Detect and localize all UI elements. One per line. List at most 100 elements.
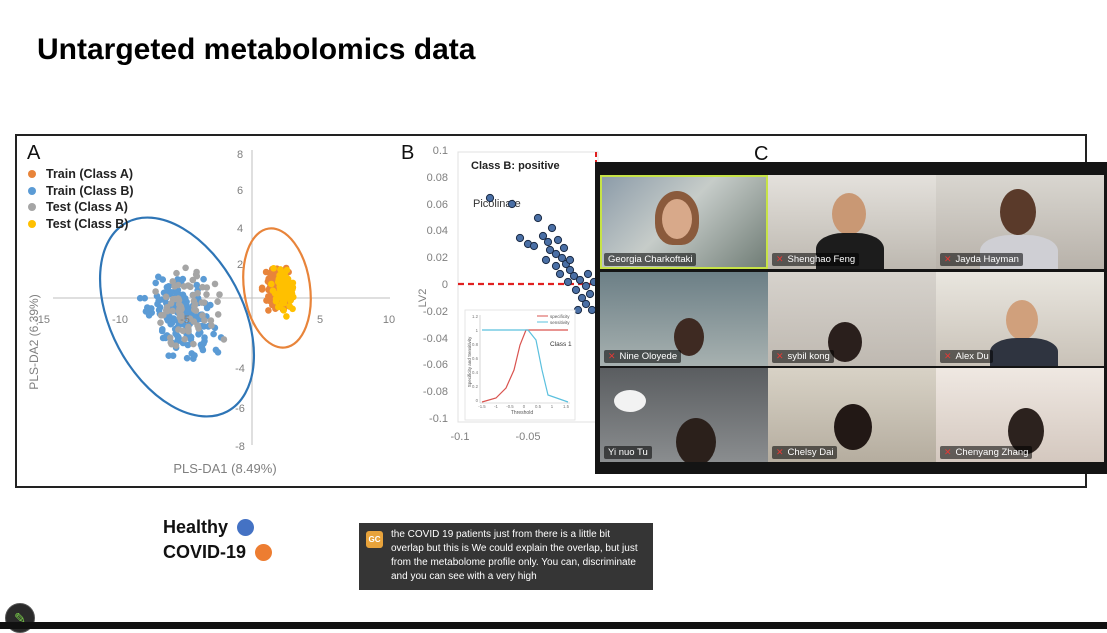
live-caption: GC the COVID 19 patients just from there… xyxy=(359,523,653,590)
scatter-point xyxy=(179,291,187,299)
y-tick-label: 4 xyxy=(237,223,243,235)
participant-name: Shenghao Feng xyxy=(787,254,856,265)
scatter-point xyxy=(211,280,219,288)
mic-off-icon: ✕ xyxy=(944,351,952,361)
y-tick-label: 0.08 xyxy=(427,172,448,184)
inset-x-tick: 0 xyxy=(523,404,526,409)
scatter-point xyxy=(171,283,178,290)
scatter-point xyxy=(214,298,221,305)
scatter-point xyxy=(152,279,159,287)
healthy-dot xyxy=(237,519,255,536)
legend-item: COVID-19 xyxy=(163,540,273,565)
participant-tile[interactable]: Yi nuo Tu xyxy=(600,368,768,462)
inset-x-tick: 0.5 xyxy=(535,404,542,409)
scatter-point xyxy=(289,305,296,313)
legend-label: Test (Class B) xyxy=(46,216,129,231)
y-tick-label: 8 xyxy=(237,149,243,161)
scatter-point xyxy=(155,297,162,304)
scatter-point xyxy=(289,279,297,287)
scatter-point xyxy=(283,313,290,320)
scatter-point xyxy=(189,276,197,284)
loading-point xyxy=(515,233,525,243)
scatter-point xyxy=(166,334,174,342)
scatter-point xyxy=(192,307,200,314)
loading-point xyxy=(547,223,557,233)
loading-point xyxy=(581,281,591,291)
pls-da-scatter-plot: -15 -10 -5 5 10 8 6 4 2 -4 -6 -8 PLS-DA1… xyxy=(27,149,395,476)
covid-confidence-ellipse xyxy=(242,227,312,349)
scatter-point xyxy=(216,291,223,298)
participant-name: sybil kong xyxy=(787,351,830,362)
scatter-point xyxy=(210,330,217,338)
loading-point xyxy=(575,275,585,285)
scatter-point xyxy=(160,311,167,319)
video-face xyxy=(834,404,872,450)
threshold-inset-chart: specificity sensitivity Class 1 Threshol… xyxy=(464,309,576,421)
inset-x-tick: -1 xyxy=(494,404,498,409)
scatter-point xyxy=(191,301,199,308)
video-face xyxy=(1006,300,1038,340)
scatter-point xyxy=(177,317,185,324)
sensitivity-curve xyxy=(482,329,569,403)
mic-off-icon: ✕ xyxy=(944,447,952,457)
scatter-points xyxy=(136,264,297,362)
participant-tile[interactable]: ✕ Chenyang Zhang xyxy=(936,368,1104,462)
scatter-point xyxy=(167,289,175,296)
scatter-point xyxy=(136,294,144,302)
loading-point xyxy=(543,237,553,247)
x-tick-label: -0.05 xyxy=(515,431,540,443)
participant-name-tag: ✕ Alex Du xyxy=(940,350,993,363)
loading-point xyxy=(565,265,575,275)
inset-y-tick: 0 xyxy=(476,398,479,403)
x-tick-label: -0.1 xyxy=(451,431,470,443)
caption-text: the COVID 19 patients just from there is… xyxy=(391,529,638,582)
participant-tile[interactable]: ✕ sybil kong xyxy=(768,272,936,366)
picolinate-annotation: Picolinate xyxy=(473,198,521,210)
x-tick-label: -10 xyxy=(112,314,128,326)
scatter-point xyxy=(162,293,170,301)
loading-point xyxy=(571,285,581,295)
y-tick-label: 0.02 xyxy=(427,252,448,264)
scatter-point xyxy=(280,300,288,307)
participant-name: Georgia Charkoftaki xyxy=(608,254,693,265)
scatter-point xyxy=(203,291,210,298)
scatter-point xyxy=(199,283,206,291)
participant-name-tag: Georgia Charkoftaki xyxy=(604,253,697,266)
scatter-point xyxy=(187,333,195,341)
x-tick-label: -5 xyxy=(180,314,190,326)
scatter-point xyxy=(162,307,170,314)
scatter-point xyxy=(185,323,192,331)
panel-a-label: A xyxy=(27,142,41,164)
participant-tile[interactable]: Georgia Charkoftaki xyxy=(600,175,768,269)
covid-dot xyxy=(255,544,273,561)
scatter-point xyxy=(268,280,275,288)
scatter-point xyxy=(258,286,266,293)
scatter-point xyxy=(195,331,202,338)
participant-name-tag: ✕ sybil kong xyxy=(772,350,834,363)
participant-name: Yi nuo Tu xyxy=(608,447,648,458)
inset-y-tick: 0.6 xyxy=(472,356,479,361)
class-label: Class B: positive xyxy=(471,160,560,172)
participant-name: Nine Oloyede xyxy=(619,351,678,362)
scatter-point xyxy=(266,269,274,277)
loading-points xyxy=(485,193,599,315)
scatter-point xyxy=(169,307,176,315)
participant-tile[interactable]: ✕ Alex Du xyxy=(936,272,1104,366)
scatter-point xyxy=(193,281,201,289)
participant-name-tag: ✕ Chenyang Zhang xyxy=(940,446,1033,459)
scatter-point xyxy=(212,346,220,354)
inset-legend-label: sensitivity xyxy=(550,320,570,325)
legend-label: Test (Class A) xyxy=(46,200,128,214)
loading-point xyxy=(569,271,579,281)
participant-tile[interactable]: ✕ Nine Oloyede xyxy=(600,272,768,366)
video-face xyxy=(662,199,692,239)
scatter-point xyxy=(274,291,281,299)
loading-point xyxy=(545,245,555,255)
participant-tile[interactable]: ✕ Jayda Hayman xyxy=(936,175,1104,269)
scatter-point xyxy=(190,340,197,348)
participant-tile[interactable]: ✕ Chelsy Dai xyxy=(768,368,936,462)
plot-a-legend: Train (Class A) Train (Class B) Test (Cl… xyxy=(28,166,134,232)
video-face xyxy=(674,318,704,356)
legend-item: Test (Class B) xyxy=(28,216,134,233)
participant-tile[interactable]: ✕ Shenghao Feng xyxy=(768,175,936,269)
